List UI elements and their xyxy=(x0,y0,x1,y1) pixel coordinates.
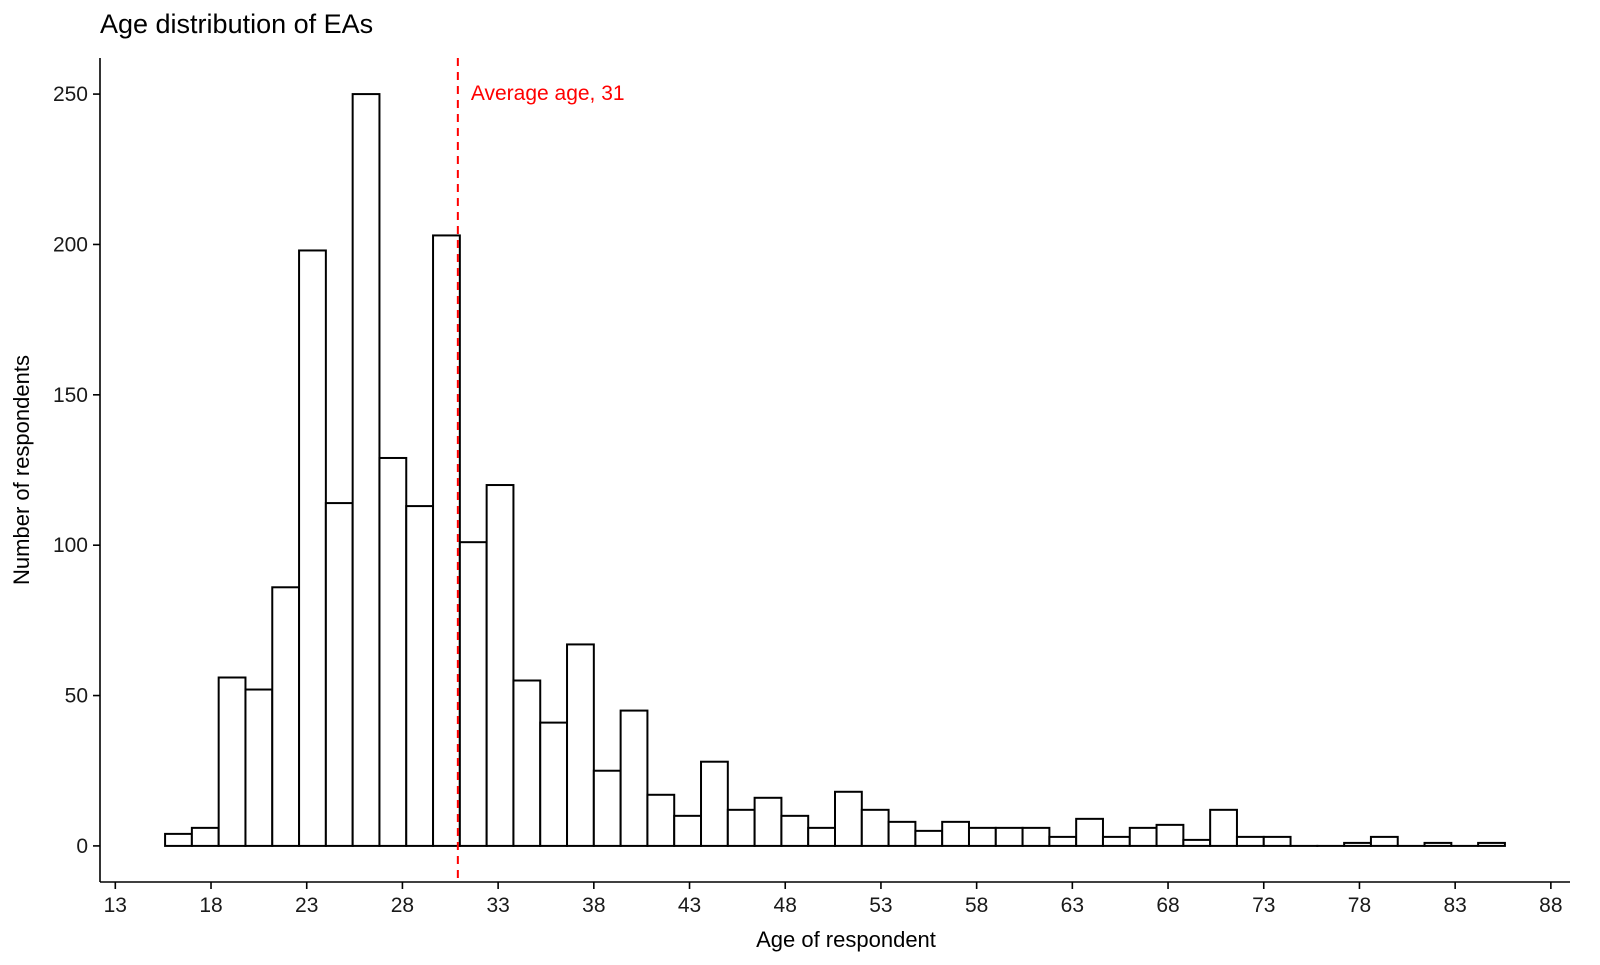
histogram-bar xyxy=(1237,837,1264,846)
x-tick-label: 53 xyxy=(869,894,892,917)
histogram-bar xyxy=(1076,819,1103,846)
x-tick-label: 13 xyxy=(104,894,127,917)
histogram-bar xyxy=(996,828,1023,846)
x-tick-label: 88 xyxy=(1539,894,1562,917)
x-tick-label: 38 xyxy=(582,894,605,917)
y-tick-label: 200 xyxy=(53,233,88,256)
histogram-bar xyxy=(513,681,540,846)
histogram-bar xyxy=(406,506,433,846)
histogram-bar xyxy=(808,828,835,846)
histogram-bar xyxy=(594,771,621,846)
histogram-bar xyxy=(862,810,889,846)
x-axis-title: Age of respondent xyxy=(756,927,936,952)
histogram-bar xyxy=(1478,843,1505,846)
histogram-bar xyxy=(299,250,326,845)
histogram-bar xyxy=(781,816,808,846)
y-tick-label: 100 xyxy=(53,534,88,557)
histogram-bar xyxy=(969,828,996,846)
y-tick-label: 50 xyxy=(65,685,88,708)
x-tick-label: 78 xyxy=(1348,894,1371,917)
histogram-bar xyxy=(326,503,353,846)
histogram-bar xyxy=(245,690,272,846)
histogram-bar xyxy=(1264,837,1291,846)
histogram-bar xyxy=(272,587,299,846)
x-tick-label: 28 xyxy=(391,894,414,917)
histogram-bar xyxy=(889,822,916,846)
x-tick-label: 43 xyxy=(678,894,701,917)
y-tick-label: 250 xyxy=(53,83,88,106)
histogram-bar xyxy=(1344,843,1371,846)
histogram-bar xyxy=(1130,828,1157,846)
x-tick-label: 63 xyxy=(1061,894,1084,917)
histogram-bar xyxy=(942,822,969,846)
x-tick-label: 73 xyxy=(1252,894,1275,917)
histogram-bar xyxy=(433,235,460,845)
histogram-bar xyxy=(835,792,862,846)
histogram-bar xyxy=(567,644,594,845)
x-tick-label: 83 xyxy=(1443,894,1466,917)
histogram-bar xyxy=(219,678,246,846)
histogram-bar xyxy=(192,828,219,846)
y-tick-label: 150 xyxy=(53,384,88,407)
histogram-bar xyxy=(755,798,782,846)
x-tick-label: 58 xyxy=(965,894,988,917)
histogram-bar xyxy=(647,795,674,846)
y-tick-label: 0 xyxy=(76,835,88,858)
x-tick-label: 33 xyxy=(486,894,509,917)
y-axis-title: Number of respondents xyxy=(9,355,34,585)
histogram-bar xyxy=(353,94,380,846)
histogram-bar xyxy=(728,810,755,846)
histogram-bar xyxy=(460,542,487,846)
chart-title: Age distribution of EAs xyxy=(100,9,373,39)
histogram-bar xyxy=(165,834,192,846)
histogram-bar xyxy=(915,831,942,846)
histogram-bar xyxy=(1183,840,1210,846)
histogram-bar xyxy=(1425,843,1452,846)
bars-group xyxy=(165,94,1505,846)
x-tick-label: 23 xyxy=(295,894,318,917)
histogram-bar xyxy=(379,458,406,846)
histogram-bar xyxy=(1049,837,1076,846)
average-age-label: Average age, 31 xyxy=(471,82,625,105)
histogram-bar xyxy=(1371,837,1398,846)
x-tick-label: 48 xyxy=(774,894,797,917)
histogram-bar xyxy=(1210,810,1237,846)
histogram-bar xyxy=(674,816,701,846)
histogram-bar xyxy=(487,485,514,846)
histogram-bar xyxy=(1157,825,1184,846)
histogram-bar xyxy=(701,762,728,846)
x-tick-label: 68 xyxy=(1156,894,1179,917)
histogram-bar xyxy=(621,711,648,846)
histogram-bar xyxy=(540,723,567,846)
histogram-bar xyxy=(1103,837,1130,846)
x-tick-label: 18 xyxy=(199,894,222,917)
histogram-bar xyxy=(1023,828,1050,846)
